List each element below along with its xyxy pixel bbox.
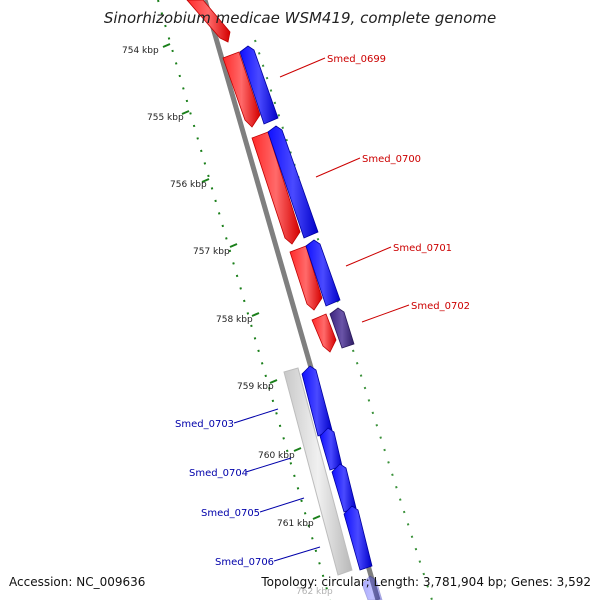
gene-feature-forward[interactable] (222, 51, 261, 128)
gene-feature-reverse[interactable] (331, 463, 357, 513)
tick-label: 762 kbp (296, 587, 333, 597)
tick-label: 758 kbp (216, 315, 253, 325)
gene-feature-reverse[interactable] (343, 505, 373, 571)
map-title: Sinorhizobium medicae WSM419, complete g… (103, 9, 497, 27)
tick-label: 761 kbp (277, 519, 314, 529)
gene-label-smed-0706[interactable]: Smed_0706 (215, 557, 274, 568)
gene-label-smed-0705[interactable]: Smed_0705 (201, 508, 260, 519)
gene-labels-lower: Smed_0703 Smed_0704 Smed_0705 Smed_0706 (175, 419, 274, 568)
genome-summary: Topology: circular; Length: 3,781,904 bp… (261, 575, 591, 589)
gene-feature-forward[interactable] (311, 313, 337, 353)
gene-feature-reverse[interactable] (319, 427, 343, 471)
major-ticks (162, 43, 321, 520)
gene-feature-reverse[interactable] (267, 125, 319, 239)
gene-label-smed-0702[interactable]: Smed_0702 (411, 301, 470, 312)
tick-label: 755 kbp (147, 113, 184, 123)
tick-label: 754 kbp (122, 46, 159, 56)
tick-label: 759 kbp (237, 382, 274, 392)
tick-label: 756 kbp (170, 180, 207, 190)
gene-feature-forward[interactable] (186, 0, 231, 43)
label-leaders-lower (233, 408, 321, 562)
gene-label-smed-0699[interactable]: Smed_0699 (327, 54, 386, 65)
reverse-strand-genes (239, 45, 383, 600)
gene-feature-reverse[interactable] (239, 45, 279, 125)
gene-feature-forward[interactable] (251, 131, 301, 245)
gene-label-smed-0700[interactable]: Smed_0700 (362, 154, 421, 165)
tick-labels: 754 kbp 755 kbp 756 kbp 757 kbp 758 kbp … (122, 46, 333, 597)
gene-label-smed-0703[interactable]: Smed_0703 (175, 419, 234, 430)
gene-feature-reverse[interactable] (305, 239, 341, 307)
faded-region-band (283, 367, 353, 576)
forward-strand-genes (186, 0, 337, 353)
gene-feature-forward[interactable] (289, 245, 323, 311)
tick-label: 760 kbp (258, 451, 295, 461)
tick-label: 757 kbp (193, 247, 230, 257)
gene-feature-reverse[interactable] (301, 365, 333, 437)
label-leaders-upper (279, 57, 410, 323)
tick-track (157, 0, 331, 600)
gene-labels-upper: Smed_0699 Smed_0700 Smed_0701 Smed_0702 (327, 54, 470, 312)
gene-feature-reverse-faded[interactable] (361, 575, 383, 600)
gene-label-smed-0704[interactable]: Smed_0704 (189, 468, 248, 479)
gene-label-smed-0701[interactable]: Smed_0701 (393, 243, 452, 254)
accession-label: Accession: NC_009636 (9, 575, 146, 589)
gene-feature-reverse-selected[interactable] (329, 307, 355, 349)
